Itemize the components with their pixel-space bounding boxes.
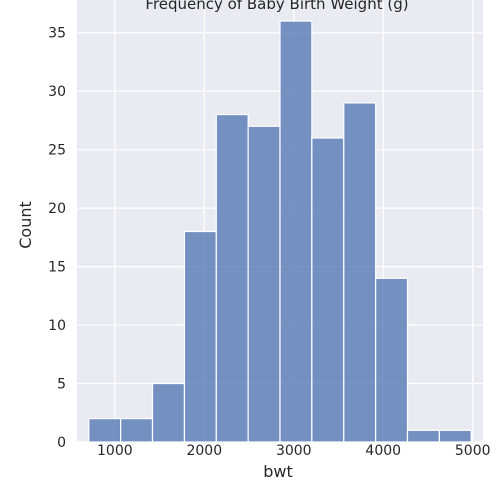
histogram-bar [311,137,345,443]
y-tick-label: 30 [48,84,66,100]
histogram-bar [343,102,377,443]
y-tick-labels: 0 5 10 15 20 25 30 35 [48,26,66,451]
x-tick-labels: 1000 2000 3000 4000 5000 [97,443,491,459]
x-axis-label: bwt [263,462,293,481]
histogram-bar [279,20,313,443]
y-tick-label: 15 [48,260,66,276]
y-tick-label: 10 [48,318,66,334]
histogram-bar [183,230,217,443]
y-tick-label: 25 [48,143,66,159]
y-axis-label: Count [16,201,35,249]
y-tick-label: 20 [48,201,66,217]
histogram-bar [88,418,122,443]
histogram-bar [151,382,186,443]
x-tick-label: 4000 [365,443,401,459]
histogram-bar [375,277,409,443]
histogram-bar [406,429,440,443]
x-tick-label: 2000 [186,443,222,459]
histogram-bar [438,429,472,443]
histogram-bar [247,125,281,443]
bars-group [88,20,472,443]
histogram-bar [215,113,249,443]
x-tick-label: 1000 [97,443,133,459]
chart-title: Frequency of Baby Birth Weight (g) [145,0,408,13]
x-tick-label: 5000 [455,443,491,459]
x-tick-label: 3000 [276,443,312,459]
histogram-bar [120,418,154,443]
y-tick-label: 0 [57,435,66,451]
y-tick-label: 5 [57,377,66,393]
y-tick-label: 35 [48,26,66,42]
